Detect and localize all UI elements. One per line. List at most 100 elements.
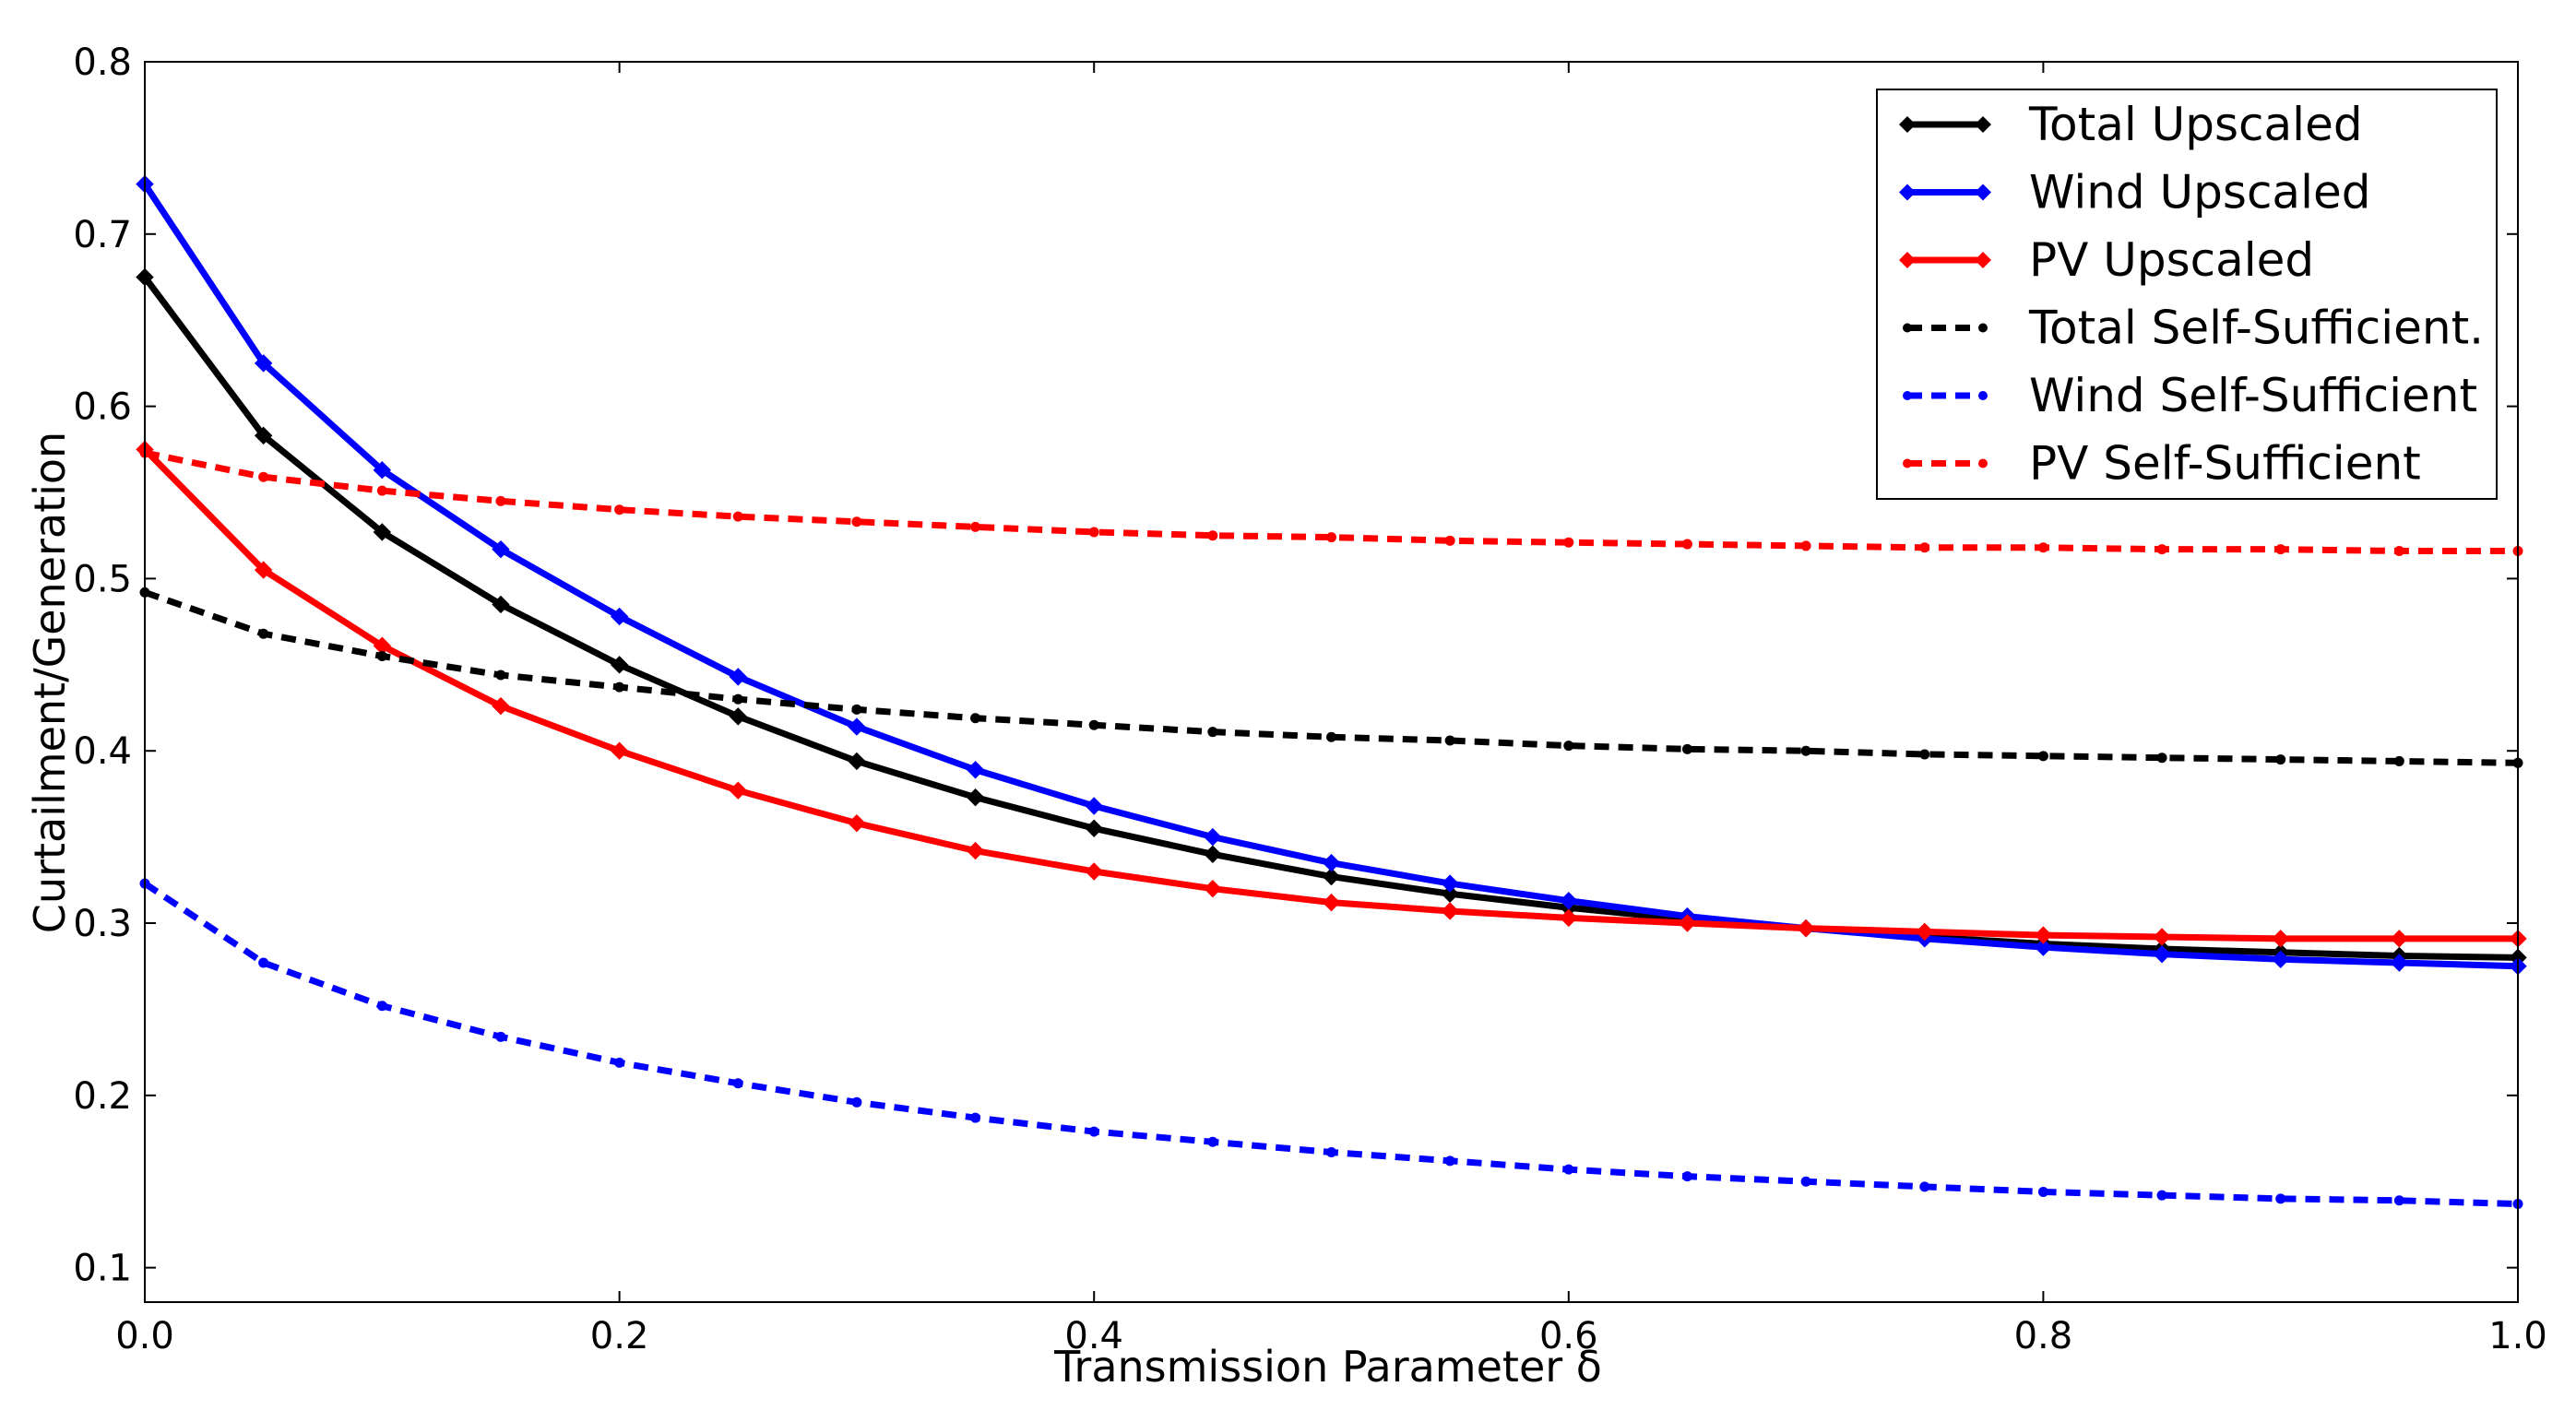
data-point (376, 650, 387, 661)
data-point (2393, 1195, 2404, 1206)
data-point (1085, 862, 1103, 881)
data-point (1563, 1164, 1574, 1175)
series-pv-upscaled (136, 440, 2527, 948)
series-layer (136, 174, 2527, 1210)
data-point (1678, 914, 1697, 932)
legend-entry-total-self-sufficient: Total Self-Sufficient. (1903, 302, 2484, 355)
data-point (2034, 926, 2053, 944)
legend-marker (1903, 391, 1912, 400)
x-tick-label: 1.0 (2488, 1315, 2547, 1357)
data-point (1919, 749, 1930, 760)
data-point (732, 1078, 743, 1089)
series-wind-self-sufficient (139, 878, 2523, 1210)
data-point (1441, 902, 1459, 920)
series-pv-self-sufficient (139, 447, 2523, 557)
data-point (2275, 1193, 2286, 1204)
legend-label: Wind Self-Sufficient (2029, 369, 2477, 422)
legend-label: PV Upscaled (2029, 233, 2314, 287)
data-point (732, 693, 743, 705)
axes-frame (144, 61, 2519, 1303)
x-tick-label: 0.0 (115, 1315, 174, 1357)
data-point (373, 461, 392, 480)
legend-marker (1975, 184, 1991, 201)
data-point (1326, 532, 1336, 543)
y-tick-label: 0.1 (73, 1248, 132, 1290)
data-point (495, 670, 506, 681)
data-point (1444, 735, 1455, 746)
data-point (2271, 930, 2290, 948)
data-point (1326, 1146, 1336, 1157)
legend-label: Total Upscaled (2028, 98, 2363, 151)
data-point (1919, 1181, 1930, 1192)
y-tick-label: 0.7 (73, 214, 132, 256)
legend-entry-wind-upscaled: Wind Upscaled (1899, 166, 2370, 219)
data-point (610, 656, 629, 674)
data-point (1326, 731, 1336, 742)
data-point (966, 761, 985, 779)
data-point (729, 707, 747, 726)
data-point (2271, 950, 2290, 968)
data-point (966, 788, 985, 807)
data-point (1800, 745, 1811, 756)
data-point (492, 539, 510, 559)
x-axis-label: Transmission Parameter δ (1053, 1342, 1602, 1392)
data-point (848, 717, 866, 736)
data-point (258, 471, 269, 482)
data-point (1088, 719, 1099, 730)
y-tick-label: 0.6 (73, 386, 132, 429)
data-point (2275, 544, 2286, 555)
data-point (614, 504, 625, 515)
legend-entry-total-upscaled: Total Upscaled (1899, 98, 2363, 151)
data-point (729, 781, 747, 800)
data-point (2390, 954, 2409, 972)
data-point (1681, 743, 1692, 754)
data-point (2393, 755, 2404, 766)
data-point (848, 813, 866, 833)
data-point (966, 841, 985, 860)
data-point (1919, 542, 1930, 553)
data-point (2390, 930, 2409, 948)
legend-label: Wind Upscaled (2029, 166, 2370, 219)
y-tick-label: 0.8 (73, 41, 132, 84)
legend: Total Upscaled Wind Upscaled PV Upscaled To… (1876, 89, 2498, 500)
data-point (1800, 540, 1811, 551)
data-point (1322, 893, 1341, 912)
data-point (1207, 530, 1218, 541)
data-point (2156, 752, 2167, 764)
data-point (1322, 867, 1341, 886)
data-point (1088, 1126, 1099, 1137)
data-point (373, 523, 392, 541)
data-point (254, 354, 273, 373)
data-point (1207, 1136, 1218, 1147)
data-point (2153, 944, 2171, 964)
legend-marker (1899, 184, 1916, 201)
legend-marker (1903, 323, 1912, 333)
data-point (1207, 727, 1218, 738)
data-point (851, 704, 862, 715)
data-point (1204, 845, 1222, 864)
data-point (495, 495, 506, 506)
data-point (848, 752, 866, 771)
data-point (1681, 1171, 1692, 1182)
data-point (495, 1031, 506, 1042)
data-point (1085, 819, 1103, 837)
data-point (1322, 853, 1341, 872)
data-point (2153, 928, 2171, 946)
legend-marker (1978, 458, 1988, 468)
data-point (492, 696, 510, 716)
data-point (1444, 1155, 1455, 1167)
data-point (851, 516, 862, 527)
y-tick-label: 0.5 (73, 558, 132, 600)
data-point (492, 595, 510, 614)
data-point (254, 561, 273, 579)
data-point (376, 485, 387, 496)
legend-marker (1978, 391, 1988, 400)
data-point (1563, 741, 1574, 752)
data-point (614, 1057, 625, 1068)
data-point (1085, 797, 1103, 815)
legend-label: Total Self-Sufficient. (2028, 302, 2484, 355)
y-tick-label: 0.2 (73, 1075, 132, 1118)
series-wind-upscaled (136, 174, 2527, 976)
legend-marker (1978, 323, 1988, 333)
